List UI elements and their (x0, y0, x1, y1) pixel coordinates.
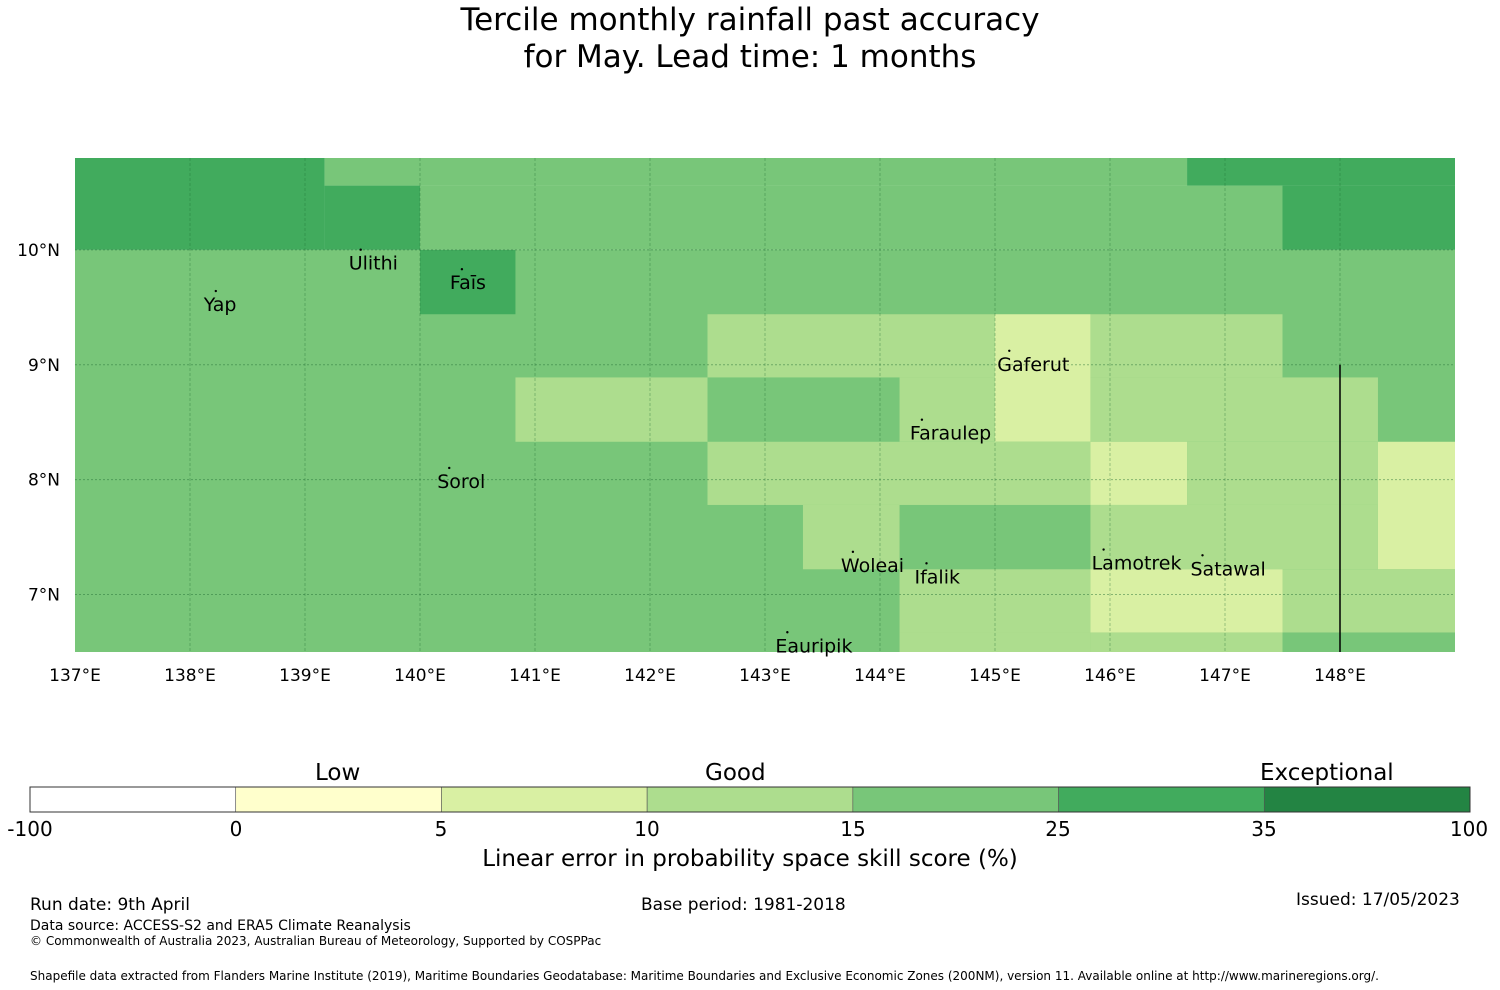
shapefile-credit: Shapefile data extracted from Flanders M… (30, 969, 1379, 983)
island-marker (359, 248, 362, 251)
skill-cell (1090, 569, 1283, 633)
colorbar-bin (1058, 786, 1265, 813)
island-label-ulithi: Ulithi (349, 253, 398, 275)
colorbar-category-low: Low (315, 760, 361, 786)
skill-cells-layer (75, 158, 1455, 652)
colorbar-bin (235, 786, 442, 813)
island-label-sorol: Sorol (437, 471, 485, 493)
island-label-yap: Yap (203, 294, 237, 316)
x-tick-label: 138°E (164, 666, 216, 686)
x-tick-label: 145°E (969, 666, 1021, 686)
x-tick-label: 146°E (1084, 666, 1136, 686)
island-marker (460, 268, 464, 271)
skill-cell (1282, 569, 1455, 633)
island-marker (1102, 548, 1105, 551)
colorbar-category-exceptional: Exceptional (1260, 760, 1394, 786)
colorbar (29, 786, 1471, 813)
skill-cell (1090, 632, 1283, 652)
skill-cell (1377, 441, 1455, 570)
y-tick-label: 7°N (28, 586, 60, 606)
island-marker (925, 562, 928, 565)
chart-title-line1: Tercile monthly rainfall past accuracy (460, 2, 1040, 38)
island-marker (1201, 554, 1204, 557)
colorbar-bin (29, 786, 237, 813)
graticule (75, 158, 1455, 652)
colorbar-bin (441, 786, 648, 813)
issued-date: Issued: 17/05/2023 (1296, 890, 1460, 910)
data-source: Data source: ACCESS-S2 and ERA5 Climate … (30, 918, 411, 934)
island-marker (920, 418, 924, 421)
island-label-eauripik: Eauripik (775, 635, 852, 657)
skill-cell (75, 158, 325, 250)
island-label-woleai: Woleai (841, 555, 904, 577)
x-tick-label: 143°E (739, 666, 791, 686)
island-label-lamotrek: Lamotrek (1092, 553, 1182, 575)
island-marker (214, 289, 217, 293)
x-tick-label: 142°E (624, 666, 676, 686)
colorbar-tick: -100 (7, 817, 53, 841)
x-tick-label: 147°E (1199, 666, 1251, 686)
copyright: © Commonwealth of Australia 2023, Austra… (30, 934, 602, 948)
colorbar-bin (1263, 786, 1471, 813)
run-date: Run date: 9th April (30, 895, 190, 915)
colorbar-category-good: Good (705, 760, 766, 786)
skill-cell (707, 314, 995, 378)
colorbar-bin (852, 786, 1059, 813)
skill-cell (995, 314, 1091, 442)
x-tick-labels: 137°E 138°E 139°E 140°E 141°E 142°E 143°E 144°E… (49, 666, 1366, 686)
colorbar-tick: 5 (434, 817, 448, 841)
colorbar-tick: 25 (1045, 817, 1071, 841)
colorbar-tick: 35 (1251, 817, 1277, 841)
colorbar-tick: 100 (1449, 817, 1489, 841)
skill-cell (420, 185, 1283, 250)
island-marker (448, 466, 451, 470)
skill-cell (899, 632, 1091, 652)
colorbar-outline (29, 786, 1471, 813)
skill-cell (899, 569, 1091, 633)
skill-cell (1090, 377, 1378, 442)
island-label-satawal: Satawal (1191, 558, 1266, 580)
island-label-fais: Faīs (450, 272, 486, 294)
colorbar-title: Linear error in probability space skill … (482, 846, 1018, 872)
skill-cell (802, 504, 900, 570)
x-tick-label: 148°E (1314, 666, 1366, 686)
skill-cell (515, 377, 708, 442)
skill-cell (1090, 504, 1378, 570)
skill-cell (707, 441, 1091, 505)
island-marker (1008, 349, 1011, 352)
skill-cell (420, 249, 516, 315)
y-tick-label: 8°N (28, 471, 60, 491)
island-label-ifalik: Ifalik (915, 566, 961, 588)
skill-cell (1282, 185, 1455, 250)
y-tick-label: 10°N (17, 241, 60, 261)
x-tick-label: 139°E (279, 666, 331, 686)
island-label-gaferut: Gaferut (997, 354, 1069, 376)
x-tick-label: 137°E (49, 666, 101, 686)
island-marker (786, 631, 789, 634)
base-period: Base period: 1981-2018 (641, 895, 846, 915)
x-tick-label: 141°E (509, 666, 561, 686)
skill-cell (899, 377, 995, 442)
skill-cell (1090, 441, 1188, 505)
x-tick-label: 144°E (854, 666, 906, 686)
island-marker (851, 550, 855, 554)
colorbar-tick: 0 (229, 817, 243, 841)
skill-cell (324, 158, 1188, 186)
y-tick-label: 9°N (28, 356, 60, 376)
y-tick-labels: 10°N 9°N 8°N 7°N (17, 241, 60, 606)
colorbar-bin (646, 786, 854, 813)
colorbar-tick: 15 (840, 817, 866, 841)
island-labels: Yap Ulithi Faīs Gaferut Faraulep Sorol Woleai I… (203, 248, 1266, 657)
skill-cell (1187, 158, 1455, 186)
x-tick-label: 140°E (394, 666, 446, 686)
colorbar-tick: 10 (634, 817, 660, 841)
chart-title-line2: for May. Lead time: 1 months (523, 39, 977, 75)
island-label-faraulep: Faraulep (910, 423, 991, 445)
skill-cell (324, 185, 420, 250)
skill-cell (1187, 441, 1378, 505)
skill-cell (1090, 314, 1283, 378)
